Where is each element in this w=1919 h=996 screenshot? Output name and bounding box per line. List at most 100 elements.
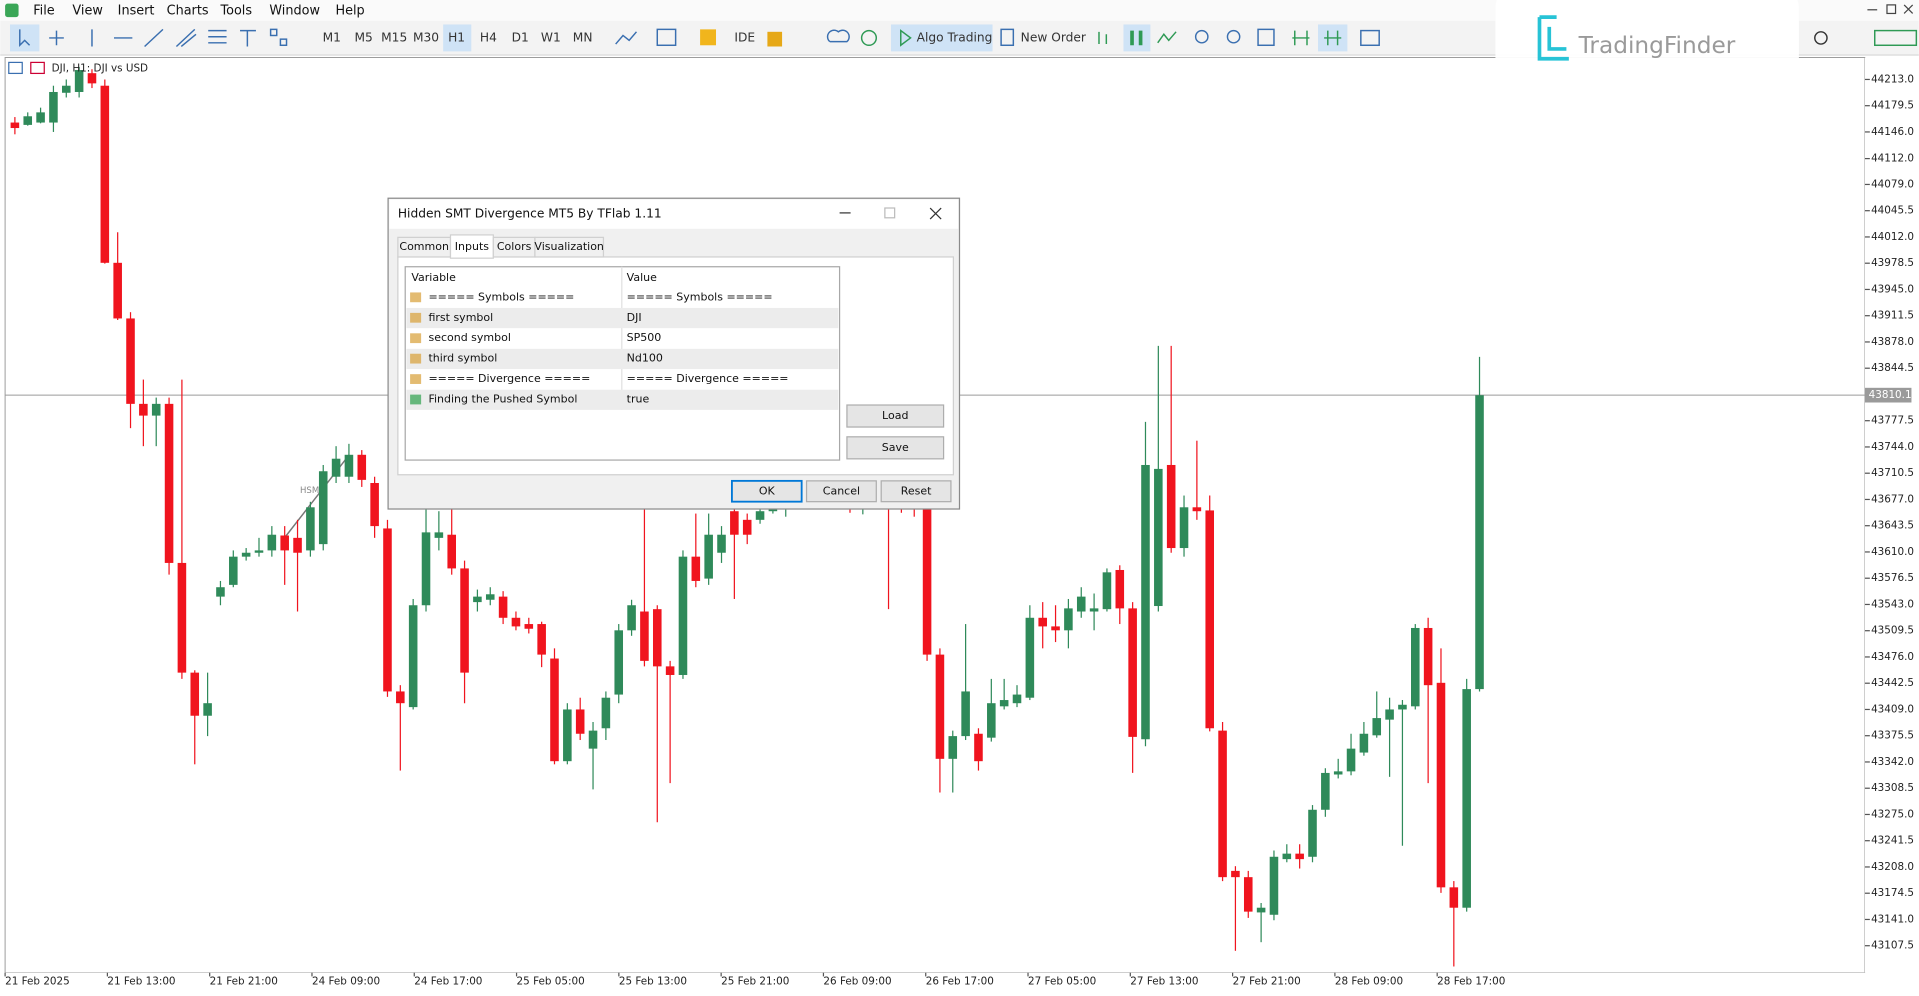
timeframe-button[interactable]: M1 (323, 30, 341, 44)
value-cell[interactable]: SP500 (627, 331, 662, 344)
table-rows: Variable Value ===== Symbols ===== ===== Sy… (406, 271, 839, 410)
candle-body (254, 550, 264, 553)
new-order-icon[interactable] (1000, 28, 1015, 47)
menu-item[interactable]: Tools (219, 4, 252, 19)
side-button-label[interactable]: Load (882, 409, 908, 422)
y-tick-label: 43643.5 (1871, 520, 1914, 532)
chart-icon (8, 61, 23, 75)
crosshair-icon[interactable] (49, 30, 64, 46)
value-cell[interactable]: DJI (627, 311, 642, 324)
menu-item[interactable]: File (33, 4, 55, 19)
shapes-icon[interactable] (269, 28, 278, 37)
candle-body (961, 691, 970, 737)
cursor-button[interactable] (9, 24, 40, 52)
timeframe-button[interactable]: W1 (541, 30, 561, 44)
value-cell[interactable]: true (627, 393, 650, 406)
candle-body (177, 562, 187, 673)
timeframe-button[interactable]: M5 (354, 30, 372, 44)
tab-label[interactable]: Inputs (455, 240, 489, 253)
algo-trading-button[interactable] (890, 24, 993, 52)
dialog-button[interactable] (805, 480, 877, 503)
algo-trading-label[interactable]: Algo Trading (917, 30, 993, 44)
timeframe-button[interactable]: M30 (413, 30, 439, 44)
candle-body (704, 534, 713, 579)
candle-body (1359, 733, 1369, 753)
active-timeframe-bg (443, 24, 472, 52)
tab[interactable] (534, 236, 605, 258)
timeframe-button[interactable]: M15 (381, 30, 407, 44)
text-icon[interactable] (240, 29, 256, 47)
tab-label[interactable]: Visualization (534, 240, 604, 253)
dialog-button-label[interactable]: Reset (901, 484, 932, 497)
close[interactable] (1903, 4, 1914, 14)
line-icon[interactable] (1157, 31, 1177, 44)
template-icon[interactable] (656, 28, 677, 47)
restore[interactable] (1886, 4, 1897, 15)
menu-item[interactable]: Window (269, 4, 320, 19)
timeframe-button[interactable]: MN (573, 30, 593, 44)
candle-body (473, 596, 482, 603)
y-tick-label: 43576.5 (1871, 572, 1914, 584)
signals-icon[interactable] (767, 31, 783, 47)
candle-body (1385, 709, 1394, 720)
candle-body (421, 532, 431, 606)
bars-icon[interactable] (1098, 31, 1108, 45)
menu-item[interactable]: View (72, 4, 102, 19)
menu: File View Insert Charts Tools Window Help (5, 4, 365, 19)
timeframe-button[interactable]: H4 (480, 30, 497, 44)
price-axis-bg (1864, 57, 1919, 973)
grid-icon[interactable] (1257, 28, 1275, 47)
account-icon[interactable] (1814, 31, 1828, 45)
y-tick-label: 43107.5 (1871, 940, 1914, 952)
zoom-in-icon[interactable] (1194, 29, 1209, 44)
candles-button[interactable] (1123, 24, 1151, 52)
dialog-button[interactable] (730, 479, 803, 503)
dialog-button-label[interactable]: OK (759, 484, 776, 497)
indicators-icon[interactable] (615, 31, 638, 45)
dialog-button[interactable] (880, 480, 952, 503)
timeframe-button[interactable]: H1 (448, 30, 465, 44)
candle-body (1231, 870, 1240, 878)
fibo-icon[interactable] (208, 29, 227, 44)
x-tick-label: 26 Feb 09:00 (823, 975, 891, 987)
ide-label[interactable]: IDE (734, 30, 755, 44)
candle-body (1269, 856, 1279, 915)
column-header: Variable (411, 271, 456, 284)
community-icon[interactable] (860, 29, 878, 47)
tab-label[interactable]: Colors (497, 240, 532, 253)
channel-icon[interactable] (175, 28, 197, 48)
chart-area (4, 57, 1866, 974)
market-icon[interactable] (700, 29, 717, 46)
value-cell[interactable]: ===== Symbols ===== (627, 290, 773, 303)
side-button[interactable] (846, 436, 945, 460)
candle-body (922, 507, 932, 655)
zoom-out-icon[interactable] (1226, 29, 1241, 44)
row-icon (410, 394, 422, 405)
screenshot-icon[interactable] (1360, 29, 1380, 47)
candle-body (1243, 877, 1253, 912)
timeframe-button[interactable]: D1 (512, 30, 529, 44)
new-order-label[interactable]: New Order (1021, 30, 1087, 44)
value-cell[interactable]: ===== Divergence ===== (627, 372, 789, 385)
side-button-label[interactable]: Save (882, 441, 909, 454)
candle-body (1115, 569, 1125, 609)
value-cell[interactable]: Nd100 (627, 352, 663, 365)
menu-item[interactable]: Charts (167, 4, 209, 19)
menu-item[interactable]: Help (335, 4, 364, 19)
trendline-icon[interactable] (144, 28, 164, 48)
candle-body (755, 511, 765, 520)
vps-icon[interactable] (826, 29, 850, 43)
candle-body (1012, 694, 1022, 704)
row-icon (410, 333, 422, 344)
x-tick-label: 21 Feb 2025 (5, 975, 70, 987)
candle-body (652, 609, 662, 667)
tab-label[interactable]: Common (399, 240, 449, 253)
dialog-button-label[interactable]: Cancel (823, 484, 860, 497)
menu-item[interactable]: Insert (118, 4, 155, 19)
side-button[interactable] (846, 404, 945, 428)
time-axis: 21 Feb 2025 21 Feb 13:00 21 Feb 21:00 24 Fe… (0, 972, 1919, 996)
candle-body (742, 519, 752, 535)
candle-body (665, 666, 675, 675)
dialog-close[interactable] (929, 207, 942, 220)
autoscroll-icon[interactable] (1292, 30, 1310, 46)
